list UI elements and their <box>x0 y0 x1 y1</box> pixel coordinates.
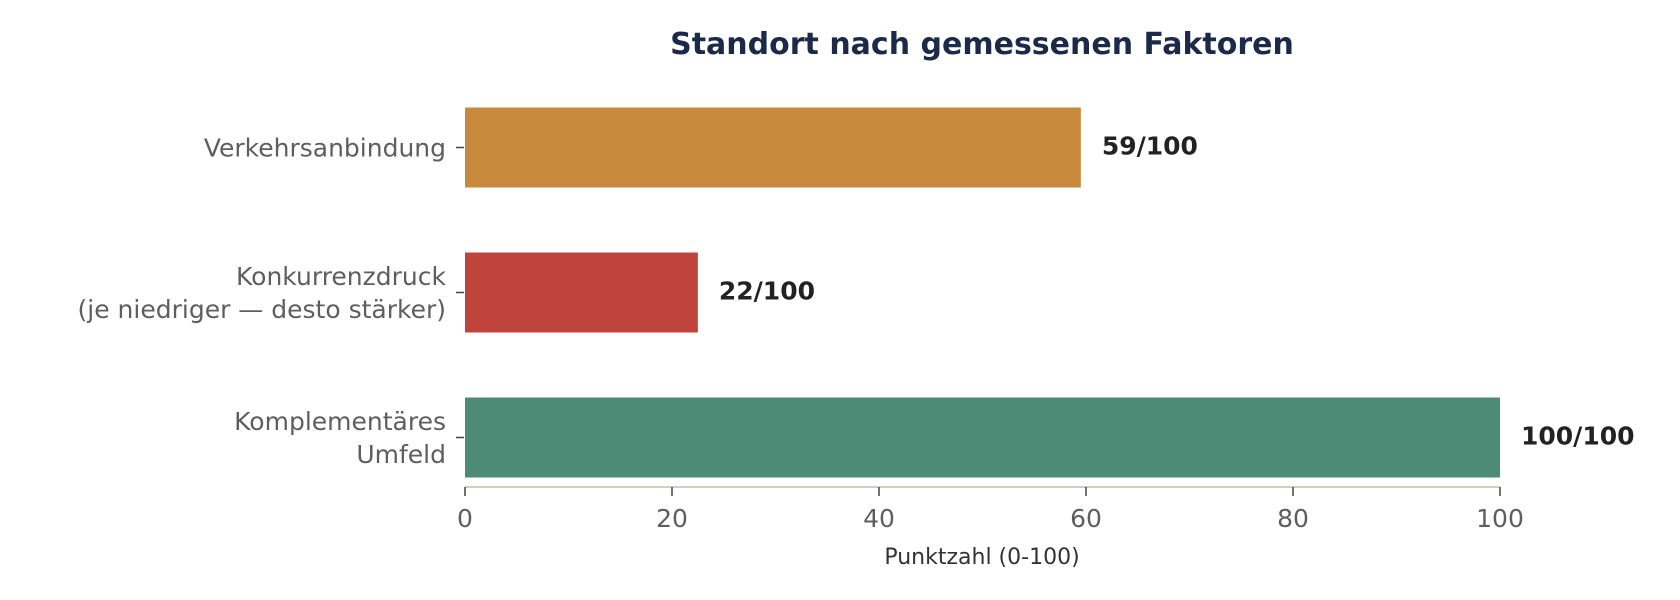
value-labels: 59/100 22/100 100/100 <box>719 132 1635 451</box>
x-tick-label-3: 60 <box>1070 504 1102 533</box>
bar-1 <box>465 252 698 333</box>
category-label-0-0: Verkehrsanbindung <box>204 134 446 163</box>
bar-2 <box>465 397 1500 478</box>
value-label-0: 59/100 <box>1102 132 1198 161</box>
value-label-2: 100/100 <box>1521 422 1635 451</box>
category-label-1-1: (je niedriger — desto stärker) <box>78 295 446 324</box>
x-axis-label: Punktzahl (0-100) <box>884 545 1079 570</box>
x-tick-label-1: 20 <box>656 504 688 533</box>
x-tick-label-5: 100 <box>1476 504 1524 533</box>
x-tick-label-2: 40 <box>863 504 895 533</box>
value-label-1: 22/100 <box>719 277 815 306</box>
chart-title: Standort nach gemessenen Faktoren <box>670 27 1294 62</box>
category-label-1-0: Konkurrenzdruck <box>236 262 446 291</box>
bars-group <box>465 107 1500 478</box>
category-label-2-0: Komplementäres <box>234 407 446 436</box>
bar-0 <box>465 107 1081 188</box>
x-axis-ticks: 0 20 40 60 80 100 <box>457 487 1524 533</box>
category-labels: Verkehrsanbindung Konkurrenzdruck (je nied… <box>78 134 464 469</box>
category-label-2-1: Umfeld <box>356 440 446 469</box>
x-tick-label-4: 80 <box>1277 504 1309 533</box>
x-tick-label-0: 0 <box>457 504 473 533</box>
